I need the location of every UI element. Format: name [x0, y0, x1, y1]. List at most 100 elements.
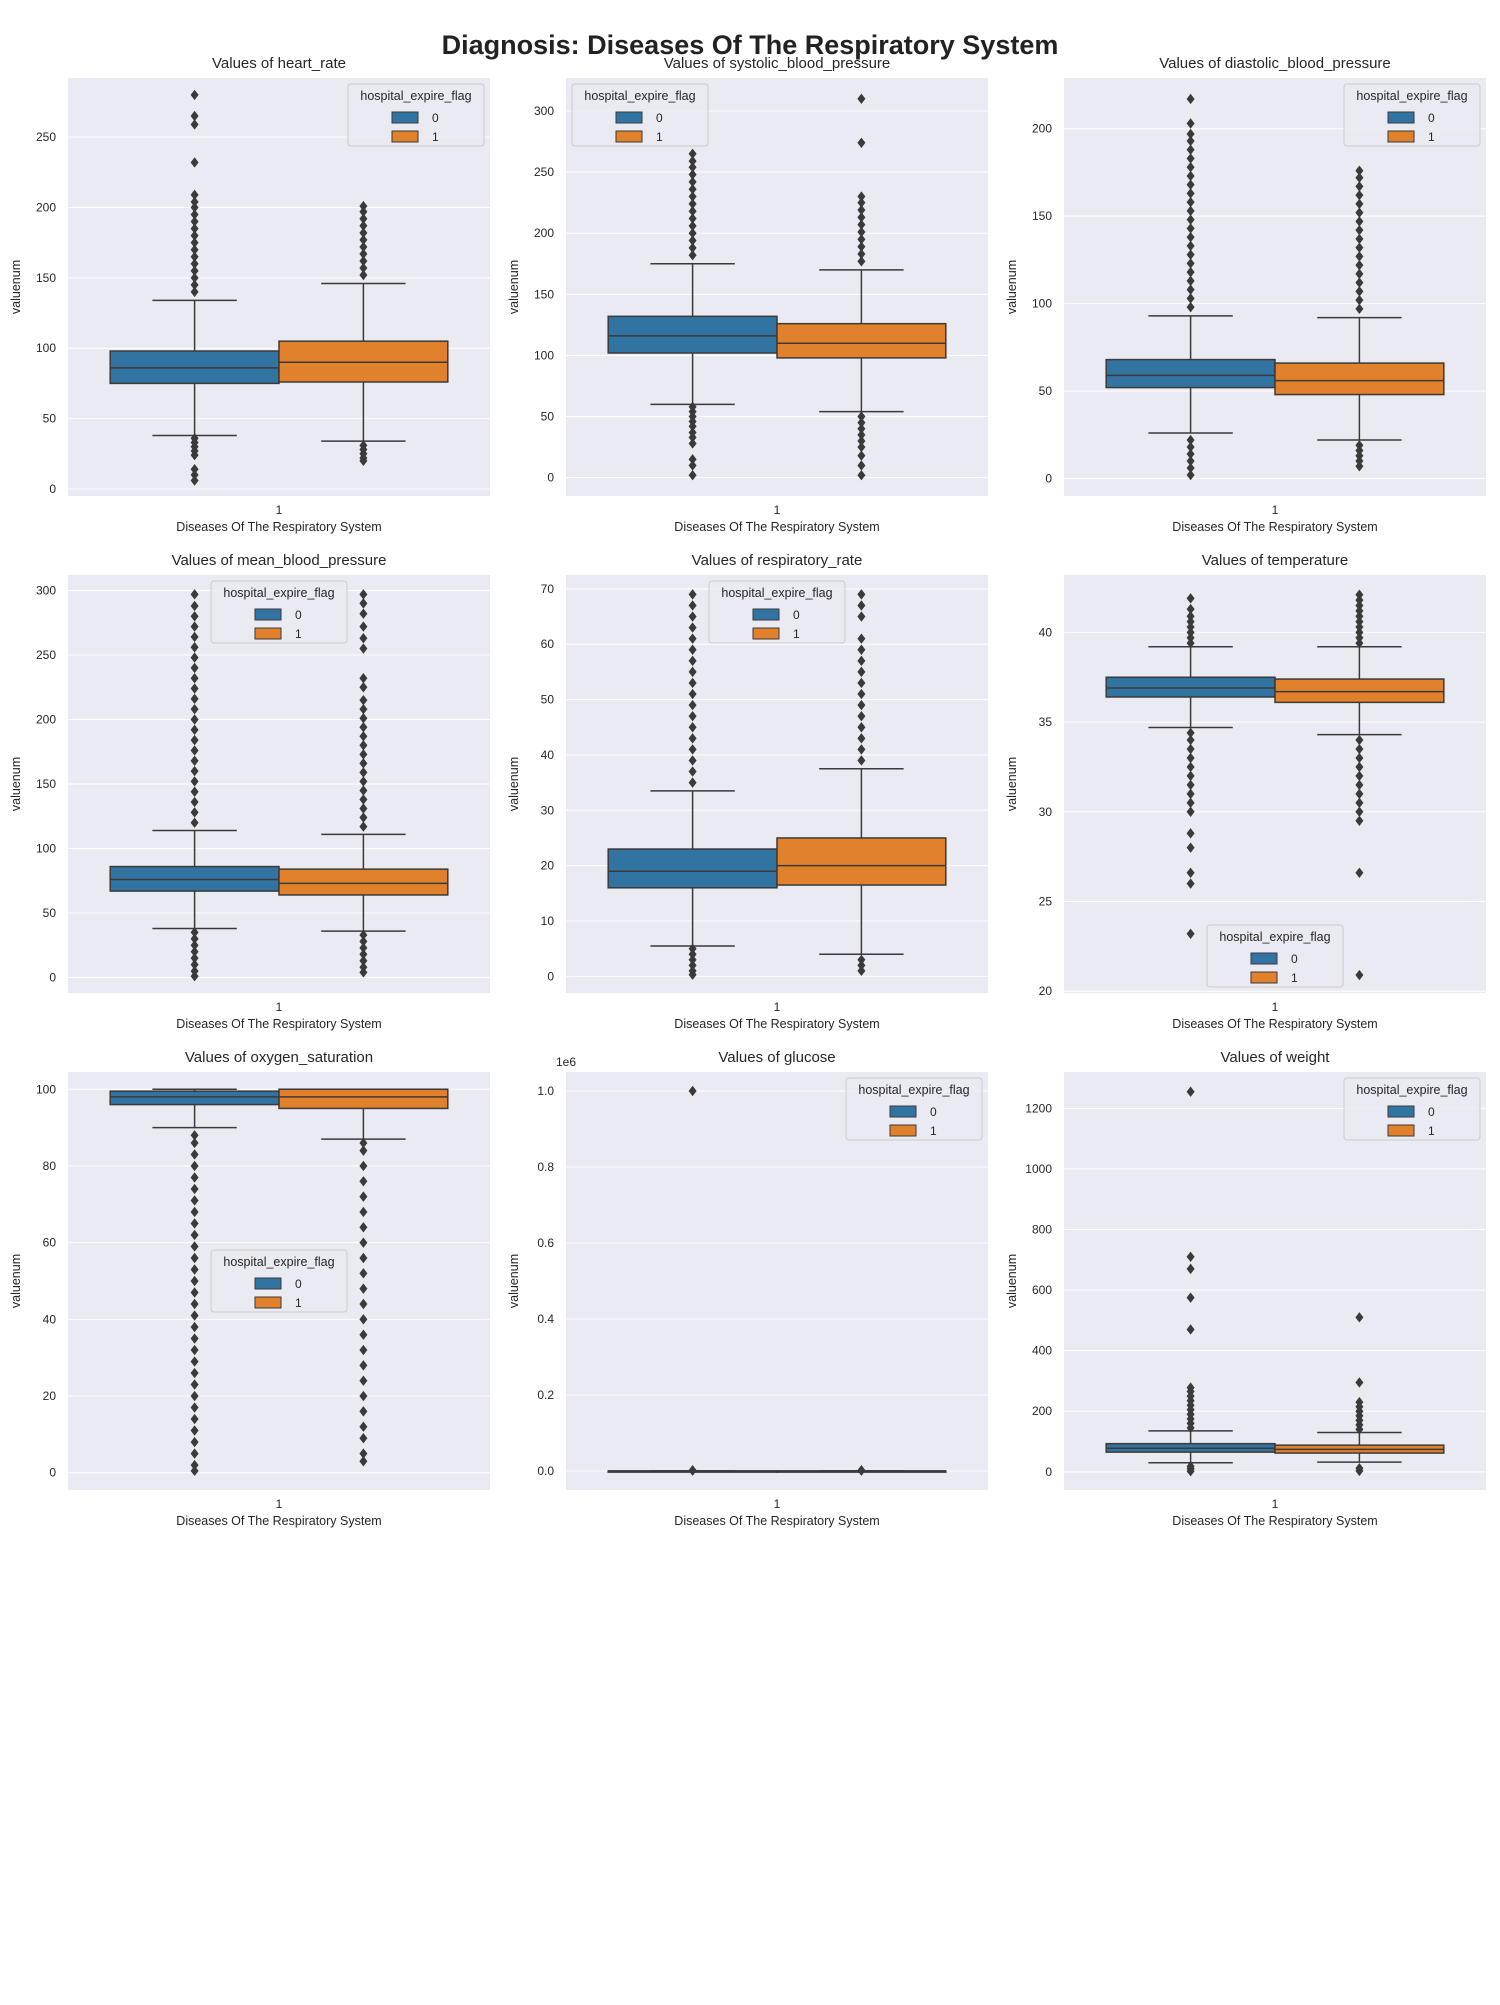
outlier-point [857, 191, 866, 202]
outlier-point [359, 1222, 368, 1233]
outlier-point [190, 1149, 199, 1160]
y-tick-label: 0.2 [537, 1388, 554, 1402]
outlier-point [359, 955, 368, 966]
outlier-point [190, 693, 199, 705]
outlier-point [688, 949, 697, 960]
subplot-title: Values of respiratory_rate [692, 552, 863, 569]
outlier-point [1355, 294, 1364, 306]
outlier-point [1186, 867, 1195, 879]
legend-label-0: 0 [1428, 1105, 1435, 1119]
legend-title: hospital_expire_flag [1219, 930, 1330, 944]
legend-title: hospital_expire_flag [1356, 1083, 1467, 1097]
y-axis-label: valuenum [9, 260, 23, 314]
y-axis-label: valuenum [507, 260, 521, 314]
outlier-point [1186, 240, 1195, 252]
outlier-point [359, 1390, 368, 1402]
box-group-1 [278, 589, 449, 978]
outlier-point [857, 219, 866, 230]
outlier-point [190, 1310, 199, 1321]
outlier-point [359, 1283, 368, 1294]
outlier-point [359, 269, 368, 281]
y-tick-label: 0 [1045, 1465, 1052, 1479]
outlier-point [359, 255, 368, 267]
outlier-point [688, 589, 697, 600]
box-group-1 [278, 1088, 449, 1467]
subplot-title: Values of weight [1221, 1049, 1331, 1066]
y-tick-label: 60 [541, 637, 555, 651]
subplot-title: Values of systolic_blood_pressure [664, 55, 891, 72]
outlier-point [688, 677, 697, 689]
outlier-point [857, 435, 866, 447]
y-tick-label: 0 [49, 482, 56, 496]
box-iqr [278, 1088, 449, 1110]
box-iqr [1105, 676, 1276, 698]
legend-swatch-0 [254, 1277, 282, 1290]
box-group-1 [278, 200, 449, 467]
box-group-0 [1105, 93, 1276, 481]
outlier-point [1186, 1382, 1195, 1393]
outlier-point [688, 755, 697, 766]
outlier-point [359, 1329, 368, 1340]
outlier-point [1186, 128, 1195, 140]
outlier-point [1186, 93, 1195, 105]
outlier-point [190, 965, 199, 977]
x-axis-label: Diseases Of The Respiratory System [1172, 1017, 1377, 1031]
legend-swatch-0 [752, 608, 780, 621]
box-iqr [607, 848, 778, 889]
outlier-point [359, 694, 368, 706]
y-tick-label: 40 [541, 748, 555, 762]
y-axis-label: valuenum [507, 757, 521, 811]
outlier-point [190, 1448, 199, 1459]
y-tick-label: 40 [43, 1312, 57, 1326]
outlier-point [359, 1191, 368, 1202]
outlier-point [1186, 842, 1195, 853]
outlier-point [688, 666, 697, 678]
outlier-point [857, 197, 866, 208]
subplot-6: 20 25 30 35 40 1 Diseases Of The Respiratory S… [1005, 552, 1486, 1031]
outlier-point [1355, 461, 1364, 472]
outlier-point [857, 965, 866, 977]
y-offset-label: 1e6 [556, 1055, 576, 1069]
outlier-point [1186, 627, 1195, 638]
legend-label-1: 1 [793, 627, 800, 641]
outlier-point [359, 248, 368, 260]
outlier-point [1186, 1263, 1195, 1275]
outlier-point [190, 1390, 199, 1402]
outlier-point [1355, 277, 1364, 288]
outlier-point [359, 1314, 368, 1325]
outlier-point [1355, 450, 1364, 461]
box-group-1 [1274, 589, 1445, 981]
outlier-point [359, 206, 368, 217]
outlier-point [359, 262, 368, 274]
box-group-1 [1274, 1312, 1445, 1477]
outlier-point [1186, 928, 1195, 939]
outlier-point [359, 234, 368, 246]
box-iqr [607, 315, 778, 354]
outlier-point [190, 1436, 199, 1448]
outlier-point [190, 1413, 199, 1425]
outlier-point [1355, 198, 1364, 210]
outlier-point [190, 1425, 199, 1436]
outlier-point [190, 673, 199, 684]
outlier-point [1355, 303, 1364, 315]
outlier-point [857, 666, 866, 678]
outlier-point [190, 1459, 199, 1471]
subplot-8: 0.0 0.2 0.4 0.6 0.8 1.0 1 Diseases Of The Respi… [507, 1049, 988, 1528]
outlier-point [359, 1160, 368, 1172]
outlier-point [190, 272, 199, 284]
outlier-point [190, 110, 199, 122]
outlier-point [1355, 770, 1364, 782]
outlier-point [190, 196, 199, 208]
outlier-point [688, 198, 697, 210]
outlier-point [1355, 1462, 1364, 1474]
outlier-point [190, 817, 199, 828]
outlier-point [359, 1360, 368, 1371]
y-tick-label: 20 [541, 859, 555, 873]
legend: hospital_expire_flag 0 1 [1343, 83, 1481, 147]
subplot-1: 0 50 100 150 200 250 1 Diseases Of The Respirat… [9, 55, 490, 534]
y-axis-label: valuenum [1005, 260, 1019, 314]
outlier-point [1186, 779, 1195, 791]
outlier-point [1355, 806, 1364, 818]
outlier-point [1355, 815, 1364, 826]
